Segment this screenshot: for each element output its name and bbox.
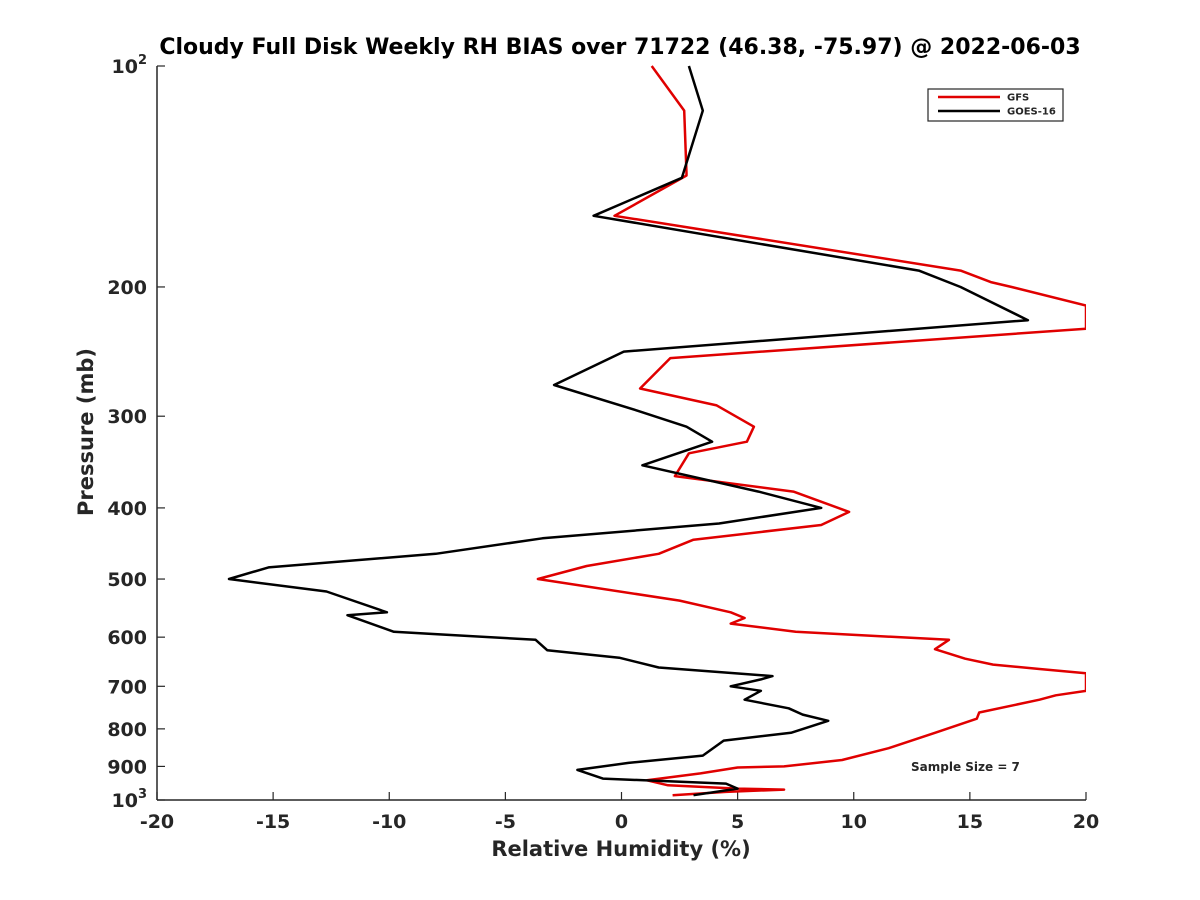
x-axis-label: Relative Humidity (%) <box>491 837 750 861</box>
y-tick-label: 200 <box>107 277 147 299</box>
y-tick-label: 800 <box>107 719 147 741</box>
legend: GFS GOES-16 <box>927 88 1064 122</box>
legend-box <box>927 88 1064 122</box>
x-tick-label: -15 <box>256 811 290 833</box>
y-axis-label: Pressure (mb) <box>74 348 98 516</box>
x-tick-label: -10 <box>372 811 406 833</box>
legend-label-gfs: GFS <box>1007 93 1029 104</box>
x-tick-label: -20 <box>140 811 174 833</box>
y-tick-label: 400 <box>107 498 147 520</box>
x-tick-label: 5 <box>731 811 744 833</box>
x-tick-label: 20 <box>1073 811 1099 833</box>
x-tick-label: 15 <box>957 811 983 833</box>
x-tick-label: -5 <box>495 811 516 833</box>
tick-labels: -20 -15 -10 -5 0 5 10 15 20 102 200 300 400 500 600 700… <box>107 53 1099 833</box>
series-layer <box>227 65 1086 797</box>
y-tick-label: 300 <box>107 406 147 428</box>
series-line-goes16 <box>227 65 1030 797</box>
x-tick-label: 0 <box>615 811 628 833</box>
y-tick-label: 900 <box>107 756 147 778</box>
y-tick-label: 700 <box>107 676 147 698</box>
series-line-gfs <box>536 65 1086 797</box>
plot-axes <box>156 65 1087 801</box>
legend-label-goes16: GOES-16 <box>1007 107 1056 118</box>
sample-size-annotation: Sample Size = 7 <box>911 760 1020 774</box>
y-tick-label: 103 <box>112 787 148 812</box>
y-tick-label: 102 <box>112 53 148 78</box>
y-tick-label: 500 <box>107 569 147 591</box>
x-tick-label: 10 <box>841 811 867 833</box>
y-tick-label: 600 <box>107 627 147 649</box>
chart-title: Cloudy Full Disk Weekly RH BIAS over 717… <box>159 35 1080 60</box>
